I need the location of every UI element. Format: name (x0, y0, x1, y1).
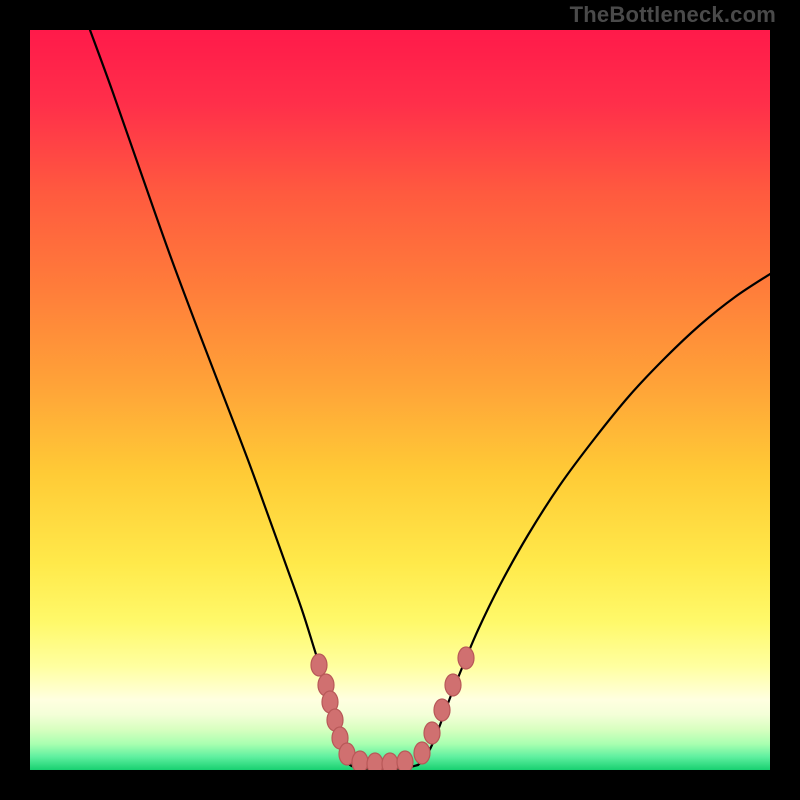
data-dot (397, 751, 413, 770)
figure-root: TheBottleneck.com (0, 0, 800, 800)
dots-right-cluster (414, 647, 474, 764)
data-dot (414, 742, 430, 764)
curve-right-branch (418, 274, 770, 765)
data-dot (367, 753, 383, 770)
curve-layer (30, 30, 770, 770)
data-dot (352, 751, 368, 770)
data-dot (445, 674, 461, 696)
data-dot (311, 654, 327, 676)
curve-left-branch (90, 30, 418, 769)
data-dot (382, 753, 398, 770)
data-dot (424, 722, 440, 744)
watermark-text: TheBottleneck.com (570, 2, 776, 28)
data-dot (434, 699, 450, 721)
plot-area (30, 30, 770, 770)
data-dot (458, 647, 474, 669)
dots-left-cluster (311, 654, 413, 770)
